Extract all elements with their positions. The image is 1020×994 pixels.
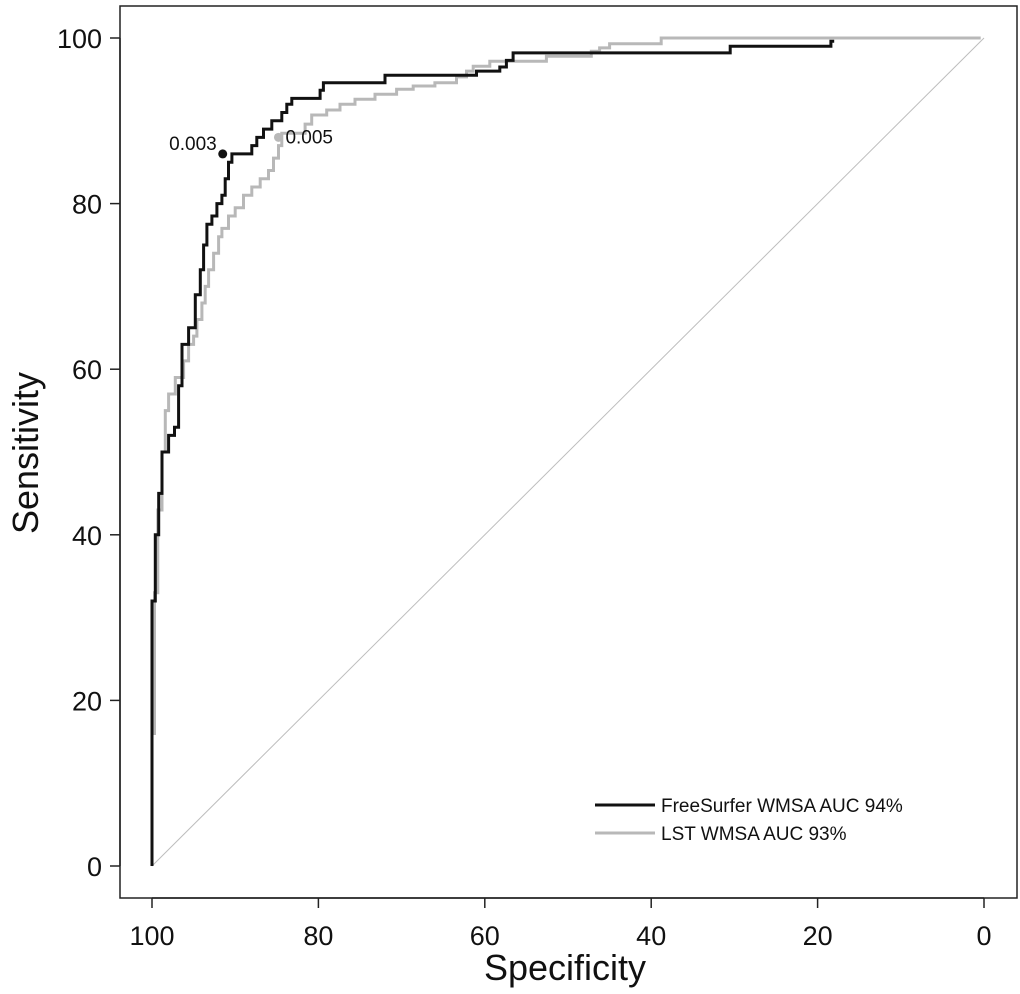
x-tick-label: 80 [303,921,333,951]
series-line-freesurfer [150,39,835,866]
x-tick-label: 100 [129,921,174,951]
x-tick-label: 40 [636,921,666,951]
legend-label-lst: LST WMSA AUC 93% [661,824,847,845]
y-tick-label: 100 [57,24,102,54]
y-tick-label: 40 [72,521,102,551]
y-tick-label: 0 [87,852,102,882]
threshold-point-freesurfer [218,149,228,159]
x-axis-title: Specificity [484,947,646,988]
annotation-layer: 0.003 0.005 [169,127,333,159]
legend-label-freesurfer: FreeSurfer WMSA AUC 94% [661,796,903,817]
series-line-lst [150,36,981,866]
threshold-point-lst [273,132,283,142]
threshold-label-freesurfer: 0.003 [169,134,217,155]
y-axis: 0 20 40 60 80 100 [57,24,121,882]
y-tick-label: 80 [72,190,102,220]
x-axis: 100 80 60 40 20 0 [129,897,992,951]
x-tick-label: 0 [976,921,991,951]
x-tick-label: 20 [803,921,833,951]
series-layer [150,36,981,866]
threshold-label-lst: 0.005 [285,127,333,148]
x-tick-label: 60 [470,921,500,951]
y-tick-label: 60 [72,355,102,385]
y-axis-title: Sensitivity [5,372,46,534]
legend: FreeSurfer WMSA AUC 94% LST WMSA AUC 93% [595,796,903,845]
reference-diagonal [151,37,985,867]
y-tick-label: 20 [72,686,102,716]
